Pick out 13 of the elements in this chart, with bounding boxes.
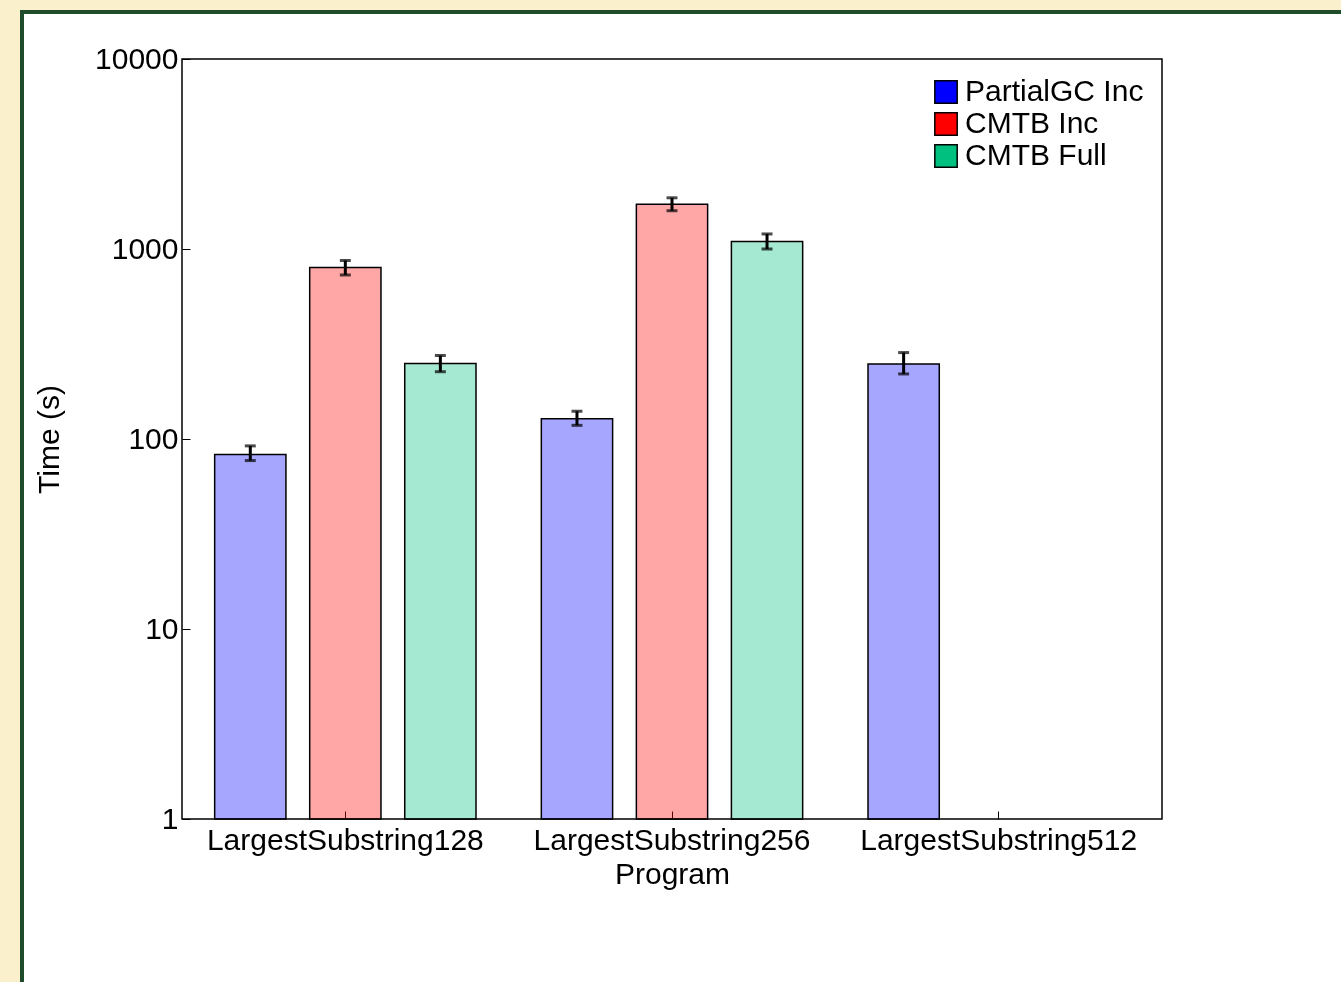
y-axis-title: Time (s) [32, 385, 66, 494]
y-tick-label: 1000 [111, 231, 179, 265]
y-tick-label: 10000 [95, 41, 179, 75]
x-tick-label: LargestSubstring128 [206, 822, 484, 856]
y-tick-label: 10 [145, 611, 179, 645]
legend-label: CMTB Inc [965, 106, 1099, 139]
x-tick-label: LargestSubstring256 [533, 822, 811, 856]
x-axis-title: Program [614, 856, 731, 890]
legend-label: PartialGC Inc [965, 74, 1144, 107]
y-tick-label: 100 [128, 421, 179, 455]
legend-label: CMTB Full [965, 138, 1107, 171]
x-tick-label: LargestSubstring512 [860, 822, 1138, 856]
y-tick-label: 1 [161, 801, 179, 835]
